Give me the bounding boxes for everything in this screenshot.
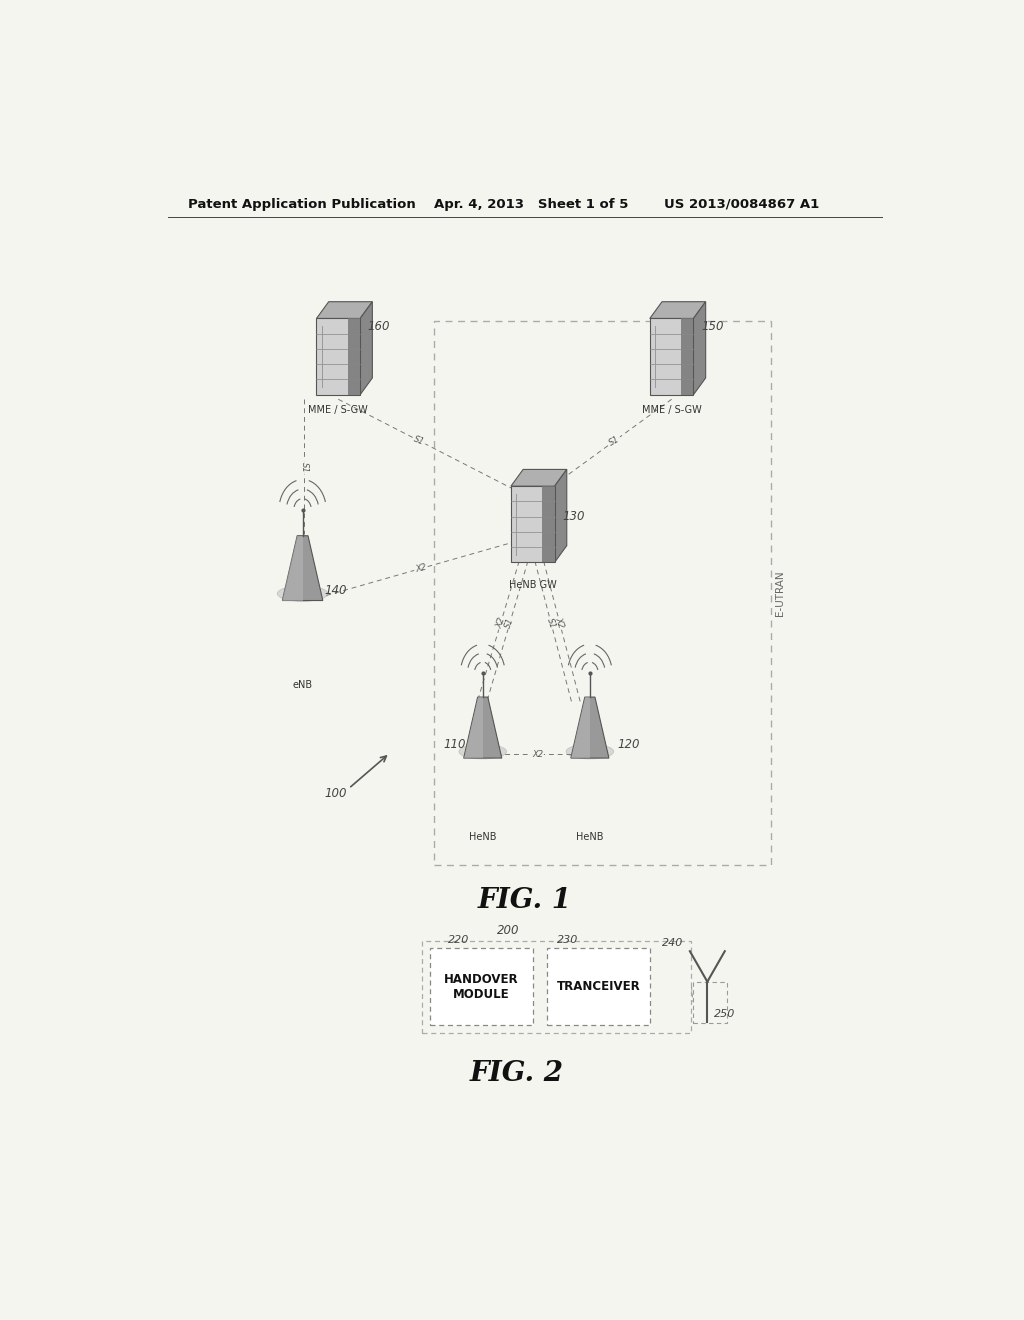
Polygon shape xyxy=(283,536,323,601)
Text: S1: S1 xyxy=(413,434,426,447)
Text: HeNB: HeNB xyxy=(577,833,603,842)
Text: eNB: eNB xyxy=(293,680,312,690)
Text: S1: S1 xyxy=(607,434,622,447)
Text: HeNB: HeNB xyxy=(469,833,497,842)
Ellipse shape xyxy=(459,744,507,759)
Text: US 2013/0084867 A1: US 2013/0084867 A1 xyxy=(664,198,819,211)
Polygon shape xyxy=(547,948,650,1026)
Text: Apr. 4, 2013   Sheet 1 of 5: Apr. 4, 2013 Sheet 1 of 5 xyxy=(433,198,628,211)
Text: HeNB GW: HeNB GW xyxy=(509,581,557,590)
Text: X2: X2 xyxy=(531,750,543,759)
Polygon shape xyxy=(681,318,693,395)
Text: MME / S-GW: MME / S-GW xyxy=(308,405,369,416)
Ellipse shape xyxy=(566,744,613,759)
Text: E-UTRAN: E-UTRAN xyxy=(775,570,785,615)
Text: 160: 160 xyxy=(368,319,390,333)
Ellipse shape xyxy=(278,586,328,602)
Polygon shape xyxy=(316,302,373,318)
Polygon shape xyxy=(511,486,555,562)
Polygon shape xyxy=(650,302,706,318)
Text: 100: 100 xyxy=(325,787,347,800)
Text: 140: 140 xyxy=(325,583,347,597)
Text: TRANCEIVER: TRANCEIVER xyxy=(557,981,640,993)
Polygon shape xyxy=(316,318,360,395)
Text: FIG. 2: FIG. 2 xyxy=(470,1060,564,1086)
Polygon shape xyxy=(570,697,590,758)
Text: 110: 110 xyxy=(443,738,466,751)
Text: HANDOVER
MODULE: HANDOVER MODULE xyxy=(443,973,518,1001)
Text: S1: S1 xyxy=(545,616,557,630)
Polygon shape xyxy=(464,697,502,758)
Polygon shape xyxy=(430,948,532,1026)
Text: S1: S1 xyxy=(300,462,308,473)
Polygon shape xyxy=(348,318,360,395)
Polygon shape xyxy=(360,302,373,395)
Text: 220: 220 xyxy=(449,935,470,945)
Text: X2: X2 xyxy=(554,616,566,630)
Text: 200: 200 xyxy=(498,924,520,937)
Polygon shape xyxy=(511,470,566,486)
Polygon shape xyxy=(650,318,693,395)
Text: 120: 120 xyxy=(617,738,640,751)
Polygon shape xyxy=(464,697,482,758)
Text: 240: 240 xyxy=(663,939,684,948)
Polygon shape xyxy=(555,470,566,562)
Text: 230: 230 xyxy=(557,935,579,945)
Polygon shape xyxy=(283,536,303,601)
Text: X2: X2 xyxy=(495,616,507,630)
Text: S1: S1 xyxy=(504,616,516,630)
Text: 250: 250 xyxy=(714,1010,735,1019)
Text: FIG. 1: FIG. 1 xyxy=(478,887,571,913)
Polygon shape xyxy=(693,302,706,395)
Polygon shape xyxy=(570,697,609,758)
Text: X2: X2 xyxy=(415,562,427,574)
Text: 150: 150 xyxy=(701,319,724,333)
Text: 130: 130 xyxy=(563,510,586,523)
Text: MME / S-GW: MME / S-GW xyxy=(642,405,701,416)
Polygon shape xyxy=(543,486,555,562)
Text: Patent Application Publication: Patent Application Publication xyxy=(187,198,416,211)
